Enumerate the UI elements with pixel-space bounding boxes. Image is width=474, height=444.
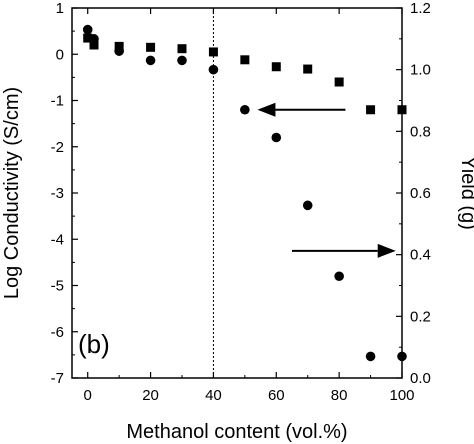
data-marks	[82, 24, 407, 362]
y-left-ticks: 1 0 -1 -2 -3 -4 -5 -6 -7	[51, 0, 78, 387]
y-left-tick-label: -4	[51, 231, 64, 248]
x-ticks: 0 20 40 60 80 100	[84, 8, 415, 404]
arrow-left-head	[257, 102, 276, 117]
y-left-tick-label: 0	[56, 46, 64, 63]
circle-point	[365, 351, 376, 362]
y-right-tick-label: 0.8	[410, 123, 431, 140]
y-left-tick-label: -5	[51, 278, 64, 295]
circle-point	[114, 46, 124, 56]
y-right-tick-label: 0.6	[410, 185, 431, 202]
square-point	[366, 105, 376, 115]
x-tick-label: 80	[331, 387, 348, 404]
square-point	[89, 40, 99, 50]
y-right-tick-label: 0.4	[410, 247, 431, 264]
x-tick-label: 0	[84, 387, 92, 404]
square-point	[208, 47, 218, 57]
circle-point	[82, 24, 93, 35]
square-point	[83, 33, 93, 43]
square-point	[303, 64, 313, 74]
square-point	[240, 55, 250, 65]
x-axis-title: Methanol content (vol.%)	[126, 421, 347, 443]
circle-point	[177, 55, 187, 66]
x-tick-label: 20	[142, 387, 159, 404]
circle-point	[208, 64, 219, 75]
x-tick-label: 100	[389, 387, 414, 404]
circle-point	[145, 55, 156, 66]
plot-frame	[71, 7, 403, 379]
y-left-tick-label: -7	[51, 370, 64, 387]
circle-point	[397, 351, 407, 362]
x-tick-label: 60	[268, 387, 285, 404]
panel-label: (b)	[78, 329, 110, 359]
y-right-tick-label: 1.2	[410, 0, 431, 17]
circle-point	[302, 200, 313, 211]
circle-point	[240, 104, 250, 115]
x-tick-label: 40	[205, 387, 222, 404]
square-point	[146, 42, 156, 52]
y-left-tick-label: -2	[51, 139, 64, 156]
y-right-tick-label: 1.0	[410, 62, 431, 79]
square-point	[397, 105, 407, 115]
y-left-axis-title: Log Conductivity (S/cm)	[1, 87, 23, 299]
arrow-right-head	[377, 243, 396, 258]
y-right-tick-label: 0.2	[410, 308, 431, 325]
arrows	[257, 102, 396, 258]
square-point	[271, 62, 281, 72]
y-left-tick-label: 1	[56, 0, 64, 17]
y-left-tick-label: -3	[51, 185, 64, 202]
y-left-tick-label: -6	[51, 324, 64, 341]
circle-point	[271, 132, 282, 143]
square-point	[177, 44, 187, 54]
y-right-tick-label: 0.0	[410, 370, 431, 387]
y-right-ticks: 0.0 0.2 0.4 0.6 0.8 1.0 1.2	[396, 0, 431, 387]
circle-point	[334, 271, 344, 282]
y-right-axis-title: Yield (g)	[457, 156, 474, 230]
circle-point	[89, 34, 99, 44]
square-point	[334, 77, 344, 87]
y-left-tick-label: -1	[51, 93, 64, 110]
